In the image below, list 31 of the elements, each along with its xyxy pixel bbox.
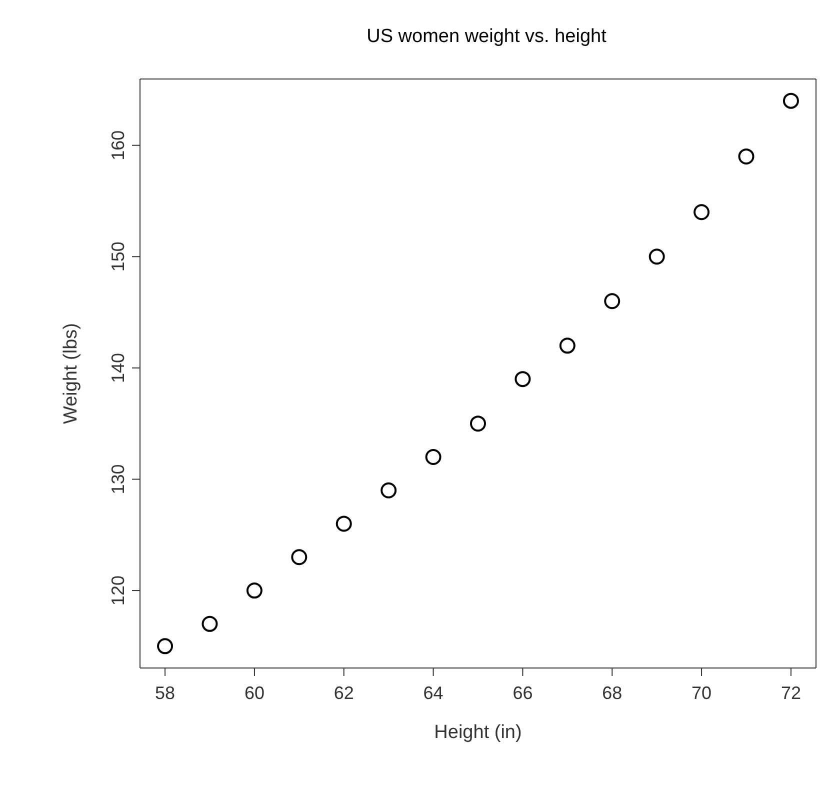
y-tick-label: 120 (108, 576, 128, 606)
point (336, 516, 352, 532)
point (604, 293, 620, 310)
chart-title: US women weight vs. height (366, 26, 608, 48)
x-tick-label: 62 (334, 682, 354, 703)
x-tick-label: 72 (780, 682, 801, 703)
x-tick-label: 60 (244, 682, 264, 703)
y-tick-label: 150 (108, 242, 128, 272)
point (738, 148, 754, 164)
y-tick-label: 130 (108, 464, 128, 494)
point (380, 482, 397, 498)
y-tick-label: 140 (108, 352, 128, 383)
point (157, 638, 174, 654)
x-tick-label: 66 (512, 682, 533, 703)
y-axis-title: Weight (lbs) (60, 322, 82, 424)
point (246, 582, 262, 599)
y-tick-label: 160 (108, 130, 128, 160)
point (202, 616, 218, 632)
point (425, 448, 442, 465)
x-tick-label: 68 (602, 682, 622, 703)
point (782, 92, 799, 109)
point (470, 416, 486, 432)
point (291, 549, 308, 566)
point (559, 338, 576, 354)
x-tick-label: 70 (692, 682, 712, 703)
point (514, 371, 531, 388)
x-tick-label: 58 (155, 682, 176, 703)
point (694, 204, 710, 220)
x-tick-label: 64 (423, 682, 444, 703)
x-axis-title: Height (in) (434, 722, 522, 743)
point (648, 248, 665, 265)
